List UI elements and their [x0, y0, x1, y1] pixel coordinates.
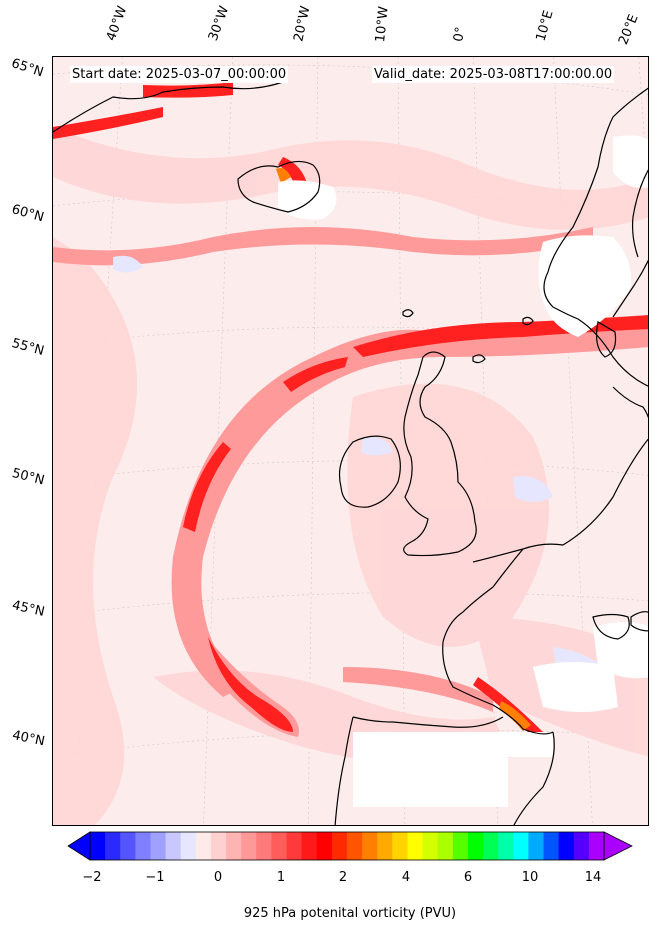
colorbar-cell: [452, 832, 469, 860]
colorbar-cell: [528, 832, 545, 860]
lat-label-45n: 45°N: [10, 598, 46, 620]
start-date-label: Start date: 2025-03-07_00:00:00: [70, 66, 289, 83]
colorbar-cell: [150, 832, 167, 860]
colorbar-cell: [271, 832, 288, 860]
colorbar: [67, 831, 633, 861]
peak-pv-spots: [276, 168, 531, 731]
colorbar-cell: [483, 832, 499, 860]
colorbar-cell: [256, 832, 272, 860]
colorbar-cell: [316, 832, 333, 860]
colorbar-cell: [407, 832, 424, 860]
colorbar-cell: [347, 832, 363, 860]
colorbar-cell: [301, 832, 318, 860]
lon-label-10w: 10°W: [373, 5, 392, 43]
valid-date-label: Valid_date: 2025-03-08T17:00:00.00: [372, 66, 615, 83]
pv-contour-map: [53, 57, 648, 825]
lat-label-60n: 60°N: [9, 202, 46, 226]
colorbar-cell: [195, 832, 212, 860]
colorbar-cell: [558, 832, 575, 860]
colorbar-cell: [331, 832, 348, 860]
map-panel: [52, 56, 649, 826]
lon-label-20w: 20°W: [291, 4, 314, 43]
colorbar-cell: [90, 832, 106, 860]
colorbar-cell: [573, 832, 590, 860]
colorbar-tick: 4: [401, 870, 411, 885]
lat-label-65n: 65°N: [9, 56, 46, 81]
colorbar-cell: [105, 832, 121, 860]
colorbar-cell: [498, 832, 514, 860]
colorbar-cell: [543, 832, 560, 860]
colorbar-cell: [392, 832, 408, 860]
colorbar-extend-low: [67, 831, 91, 861]
colorbar-cell: [180, 832, 197, 860]
lat-label-55n: 55°N: [10, 336, 46, 359]
colorbar-cell: [135, 832, 151, 860]
lon-label-0: 0°: [451, 25, 469, 43]
colorbar-title: 925 hPa potenital vorticity (PVU): [243, 906, 457, 921]
colorbar-tick: 14: [584, 870, 602, 885]
colorbar-cell: [362, 832, 378, 860]
coastlines: [53, 81, 648, 825]
lon-label-10e: 10°E: [533, 8, 557, 43]
colorbar-tick: 6: [463, 870, 473, 885]
lat-label-40n: 40°N: [10, 728, 47, 750]
colorbar-tick: 1: [276, 870, 286, 885]
colorbar-tick: −1: [145, 870, 165, 885]
colorbar-tick: −2: [82, 870, 102, 885]
lon-label-30w: 30°W: [205, 4, 233, 43]
colorbar-cell: [588, 832, 605, 860]
colorbar-cell: [422, 832, 439, 860]
colorbar-cell: [377, 832, 393, 860]
lat-label-50n: 50°N: [10, 466, 46, 489]
colorbar-tick: 0: [213, 870, 223, 885]
colorbar-cell: [226, 832, 242, 860]
colorbar-cell: [513, 832, 529, 860]
colorbar-cell: [120, 832, 136, 860]
colorbar-cell: [467, 832, 484, 860]
colorbar-cell: [210, 832, 227, 860]
colorbar-cell: [165, 832, 182, 860]
colorbar-cell: [286, 832, 303, 860]
colorbar-cell: [241, 832, 257, 860]
colorbar-tick: 10: [521, 870, 539, 885]
colorbar-cell: [437, 832, 454, 860]
colorbar-extend-high: [603, 831, 633, 861]
lon-label-20e: 20°E: [616, 12, 642, 47]
lon-label-40w: 40°W: [103, 4, 131, 43]
colorbar-tick: 2: [338, 870, 348, 885]
